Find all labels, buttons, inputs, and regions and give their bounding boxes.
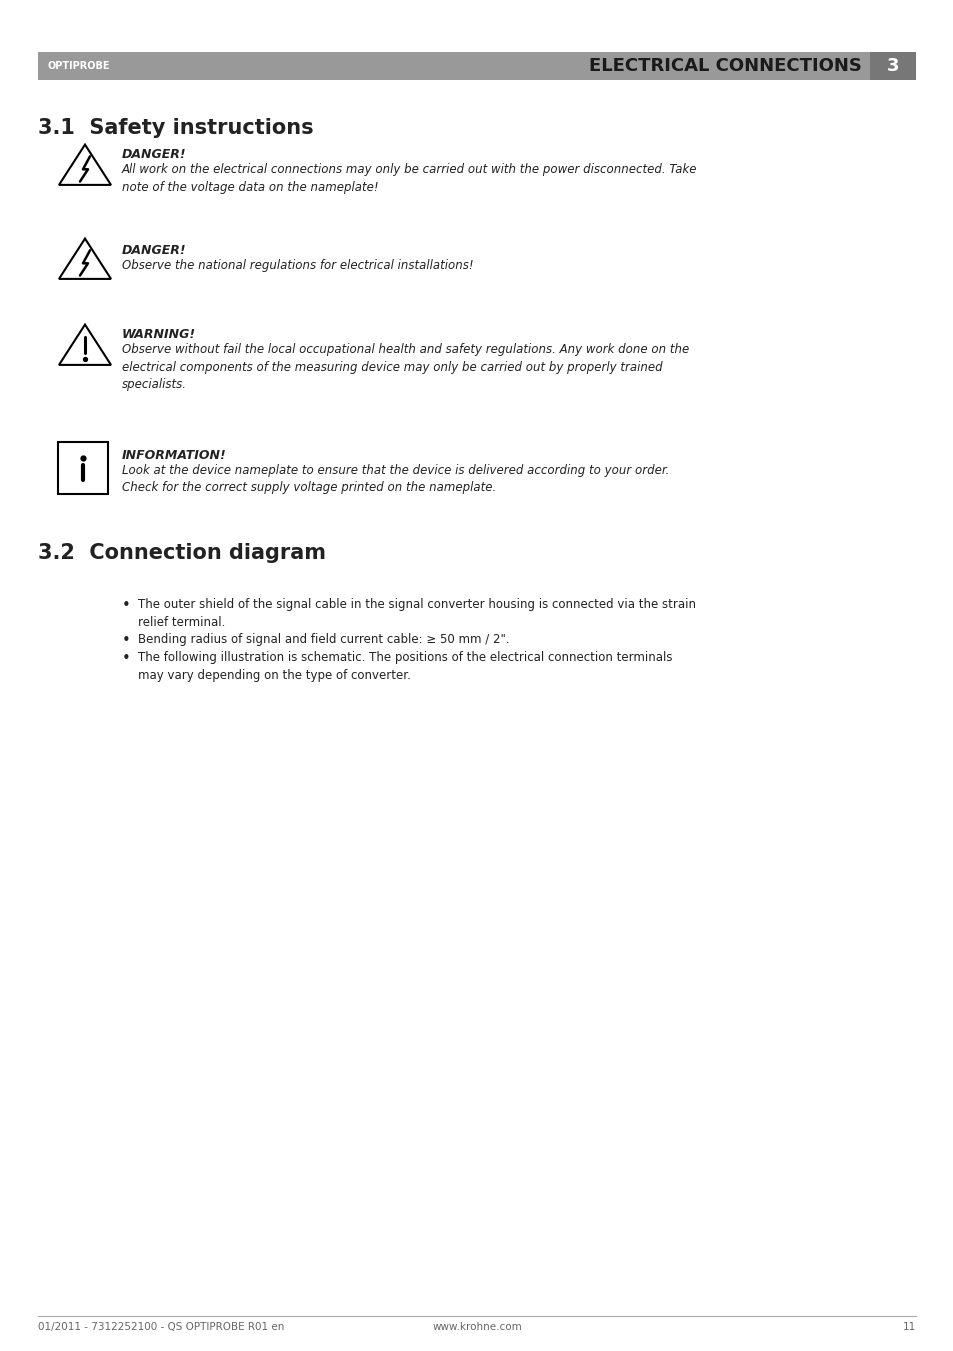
Text: 3: 3 [886,57,899,76]
Text: DANGER!: DANGER! [122,245,187,257]
Text: 11: 11 [902,1323,915,1332]
Bar [38,51,915,80]
Text: DANGER!: DANGER! [122,149,187,161]
Text: INFORMATION!: INFORMATION! [122,449,227,462]
Text: The following illustration is schematic. The positions of the electrical connect: The following illustration is schematic.… [138,651,672,681]
Text: Look at the device nameplate to ensure that the device is delivered according to: Look at the device nameplate to ensure t… [122,463,669,494]
Text: WARNING!: WARNING! [122,328,196,340]
Text: ELECTRICAL CONNECTIONS: ELECTRICAL CONNECTIONS [589,57,862,76]
Text: www.krohne.com: www.krohne.com [432,1323,521,1332]
Text: Observe the national regulations for electrical installations!: Observe the national regulations for ele… [122,259,473,272]
Bar [58,442,108,494]
Text: •: • [121,634,131,648]
Text: OPTIPROBE: OPTIPROBE [48,61,111,72]
Text: 01/2011 - 7312252100 - QS OPTIPROBE R01 en: 01/2011 - 7312252100 - QS OPTIPROBE R01 … [38,1323,284,1332]
Text: All work on the electrical connections may only be carried out with the power di: All work on the electrical connections m… [122,163,697,193]
Text: The outer shield of the signal cable in the signal converter housing is connecte: The outer shield of the signal cable in … [138,598,696,628]
Text: •: • [121,598,131,613]
Text: 3.1  Safety instructions: 3.1 Safety instructions [38,118,314,138]
Text: 3.2  Connection diagram: 3.2 Connection diagram [38,543,326,563]
Text: Observe without fail the local occupational health and safety regulations. Any w: Observe without fail the local occupatio… [122,343,688,390]
Bar [869,51,915,80]
Text: •: • [121,651,131,666]
Text: Bending radius of signal and field current cable: ≥ 50 mm / 2".: Bending radius of signal and field curre… [138,634,509,646]
